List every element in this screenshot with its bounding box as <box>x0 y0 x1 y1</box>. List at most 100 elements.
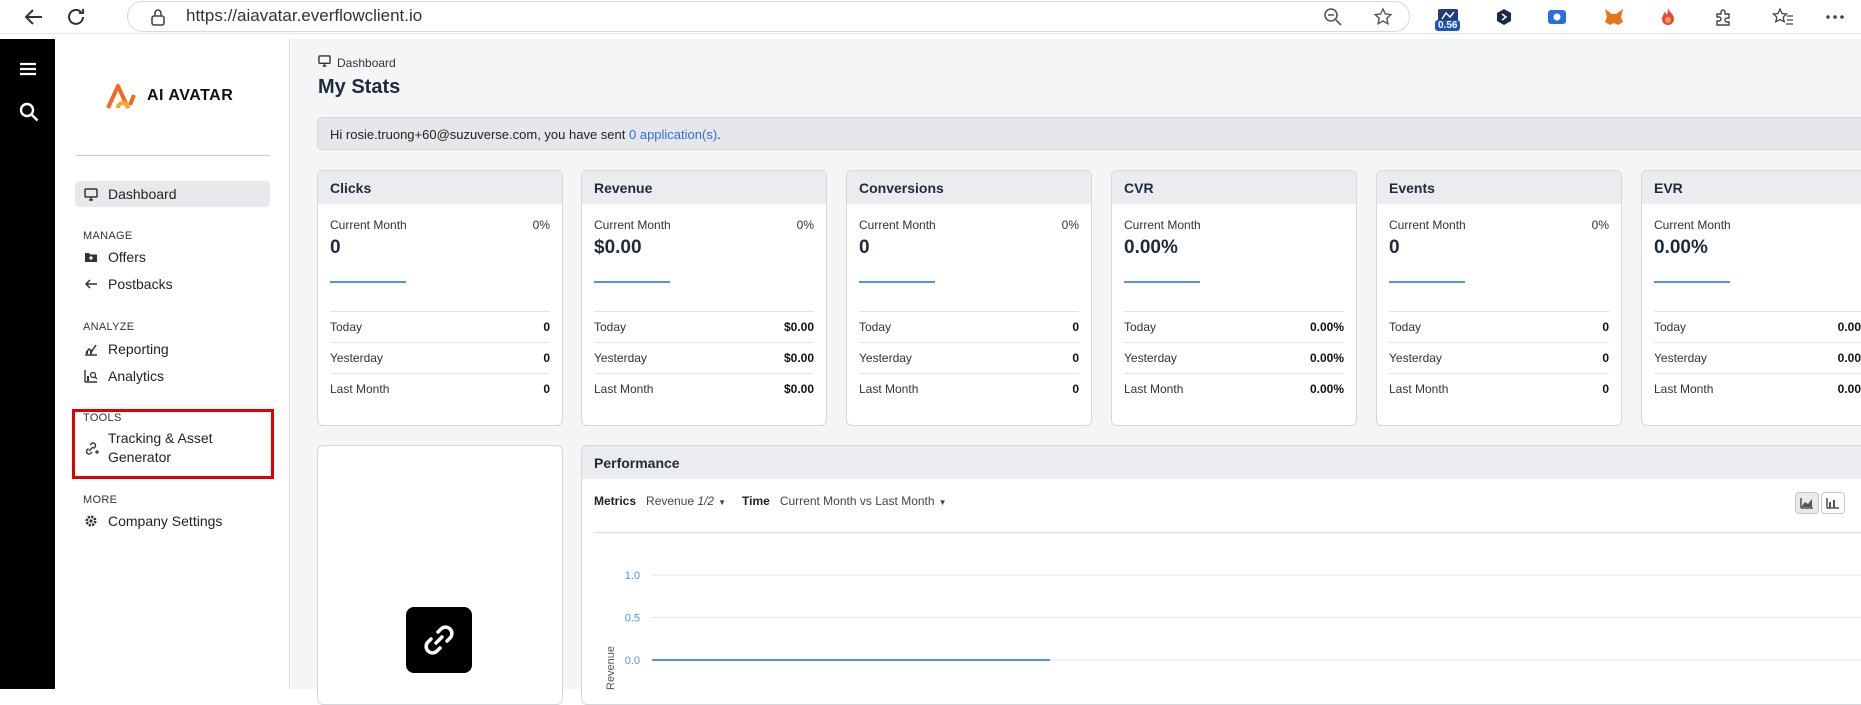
y-tick-label: 0.5 <box>625 613 640 625</box>
stat-card-revenue: Revenue Current Month 0% $0.00 Today $0.00… <box>581 170 827 426</box>
stat-card-cvr: CVR Current Month 0.00% Today 0.00% Yeste… <box>1111 170 1357 426</box>
extension-icon[interactable] <box>1434 3 1462 31</box>
stat-row: Today 0.00 <box>1654 311 1861 342</box>
brand-logo[interactable]: AI AVATAR <box>105 81 233 111</box>
puzzle-icon[interactable] <box>1710 3 1738 31</box>
sidebar-item-label: Reporting <box>108 341 169 357</box>
row-label: Last Month <box>594 382 654 396</box>
card-title: Events <box>1377 171 1621 204</box>
back-arrow-icon[interactable] <box>20 3 48 31</box>
stat-row: Yesterday 0.00 <box>1654 342 1861 373</box>
row-value: $0.00 <box>783 320 814 334</box>
stat-row: Today 0 <box>330 311 550 342</box>
star-icon[interactable] <box>1369 3 1397 31</box>
hamburger-menu-icon[interactable] <box>18 61 38 82</box>
link-icon <box>424 625 454 655</box>
row-value: $0.00 <box>783 351 814 365</box>
stat-row: Today 0 <box>859 311 1079 342</box>
link-tile[interactable] <box>406 607 472 673</box>
card-value: 0.00% <box>1124 237 1178 258</box>
section-manage: MANAGE <box>83 230 133 242</box>
row-value: 0 <box>1072 351 1079 365</box>
card-value: 0 <box>330 237 341 258</box>
line-chart-button[interactable] <box>1795 492 1819 514</box>
y-axis-label: Revenue <box>605 646 617 690</box>
y-tick-label: 0.0 <box>625 655 640 667</box>
sparkline <box>1389 281 1465 283</box>
stat-row: Yesterday 0 <box>859 342 1079 373</box>
row-value: 0.00% <box>1309 351 1344 365</box>
chart-icon <box>83 341 99 357</box>
metrics-label: Metrics <box>594 494 637 508</box>
sidebar-item-company-settings[interactable]: Company Settings <box>75 508 270 534</box>
sparkline <box>1654 281 1730 283</box>
extension-icon[interactable] <box>1490 3 1518 31</box>
row-value: 0 <box>1602 320 1609 334</box>
row-value: 0.00% <box>1309 382 1344 396</box>
metrics-page: 1/2 <box>697 494 715 508</box>
row-label: Last Month <box>1124 382 1184 396</box>
metrics-dropdown[interactable]: Revenue 1/2 ▼ <box>646 494 726 508</box>
sidebar-item-postbacks[interactable]: Postbacks <box>75 271 270 297</box>
row-label: Last Month <box>1389 382 1449 396</box>
favorites-icon[interactable] <box>1769 3 1797 31</box>
sidebar-item-analytics[interactable]: Analytics <box>75 363 270 389</box>
lock-icon[interactable] <box>144 3 172 31</box>
sidebar-item-reporting[interactable]: Reporting <box>75 336 270 362</box>
stat-row: Last Month $0.00 <box>594 373 814 404</box>
divider <box>594 532 1861 533</box>
extension-icon[interactable] <box>1654 3 1682 31</box>
reload-icon[interactable] <box>62 3 90 31</box>
address-bar[interactable]: https://aiavatar.everflowclient.io <box>127 1 1410 32</box>
row-value: 0.00% <box>1309 320 1344 334</box>
row-label: Last Month <box>330 382 390 396</box>
breadcrumb-item[interactable]: Dashboard <box>337 55 396 70</box>
row-label: Today <box>1124 320 1157 334</box>
icon-rail <box>0 39 55 689</box>
sparkline <box>859 281 935 283</box>
row-label: Yesterday <box>1124 351 1177 365</box>
stat-row: Yesterday 0 <box>1389 342 1609 373</box>
change-percent: 0% <box>532 218 550 232</box>
page-title: My Stats <box>318 76 401 98</box>
sparkline <box>330 281 406 283</box>
row-label: Today <box>330 320 363 334</box>
sparkline <box>1124 281 1200 283</box>
stat-row: Today 0 <box>1389 311 1609 342</box>
row-value: 0 <box>1072 382 1079 396</box>
row-value: 0 <box>543 351 550 365</box>
current-month-label: Current Month <box>594 218 671 232</box>
stat-row: Last Month 0 <box>1389 373 1609 404</box>
sidebar-item-offers[interactable]: Offers <box>75 244 270 270</box>
change-percent: 0% <box>1591 218 1609 232</box>
folder-plus-icon <box>83 249 99 265</box>
extension-icon[interactable] <box>1543 3 1571 31</box>
row-label: Yesterday <box>859 351 912 365</box>
section-tools: TOOLS <box>83 412 122 424</box>
monitor-icon <box>318 55 331 70</box>
caret-down-icon: ▼ <box>938 498 947 507</box>
search-icon[interactable] <box>19 102 39 127</box>
current-month-label: Current Month <box>859 218 936 232</box>
sidebar-item-label: Postbacks <box>108 276 173 292</box>
section-more: MORE <box>83 494 118 506</box>
bar-chart-button[interactable] <box>1821 492 1845 514</box>
sidebar-item-label: Dashboard <box>108 186 177 202</box>
applications-link[interactable]: 0 application(s) <box>629 127 718 142</box>
welcome-text: Hi rosie.truong+60@suzuverse.com, you ha… <box>330 127 629 142</box>
bar-chart-icon <box>1826 498 1839 509</box>
sidebar-item-dashboard[interactable]: Dashboard <box>75 181 270 207</box>
extension-icon[interactable] <box>1600 3 1628 31</box>
time-dropdown[interactable]: Current Month vs Last Month ▼ <box>780 494 947 508</box>
row-value: 0 <box>543 320 550 334</box>
row-label: Last Month <box>1654 382 1714 396</box>
zoom-out-icon[interactable] <box>1319 3 1347 31</box>
stat-row: Today 0.00% <box>1124 311 1344 342</box>
section-analyze: ANALYZE <box>83 321 135 333</box>
stat-card-evr: EVR Current Month 0.00% Today 0.00 Yester… <box>1641 170 1861 426</box>
welcome-suffix: . <box>717 127 721 142</box>
more-icon[interactable] <box>1821 3 1849 31</box>
sidebar-item-tracking-asset-generator[interactable]: Tracking & Asset Generator <box>75 429 270 469</box>
row-value: 0 <box>543 382 550 396</box>
row-value: $0.00 <box>783 382 814 396</box>
